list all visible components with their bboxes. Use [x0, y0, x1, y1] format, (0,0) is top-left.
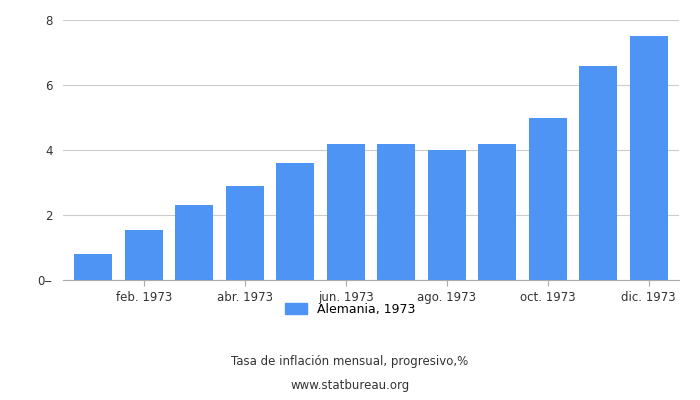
Text: www.statbureau.org: www.statbureau.org — [290, 380, 410, 392]
Legend: Alemania, 1973: Alemania, 1973 — [285, 303, 415, 316]
Bar — [74, 254, 112, 280]
Bar — [478, 144, 516, 280]
Bar — [377, 144, 415, 280]
Bar — [175, 205, 214, 280]
Bar — [528, 118, 567, 280]
Bar — [580, 66, 617, 280]
Bar — [428, 150, 466, 280]
Bar — [630, 36, 668, 280]
Text: Tasa de inflación mensual, progresivo,%: Tasa de inflación mensual, progresivo,% — [232, 356, 468, 368]
Bar — [327, 144, 365, 280]
Bar — [125, 230, 162, 280]
Bar — [276, 163, 314, 280]
Bar — [226, 186, 264, 280]
